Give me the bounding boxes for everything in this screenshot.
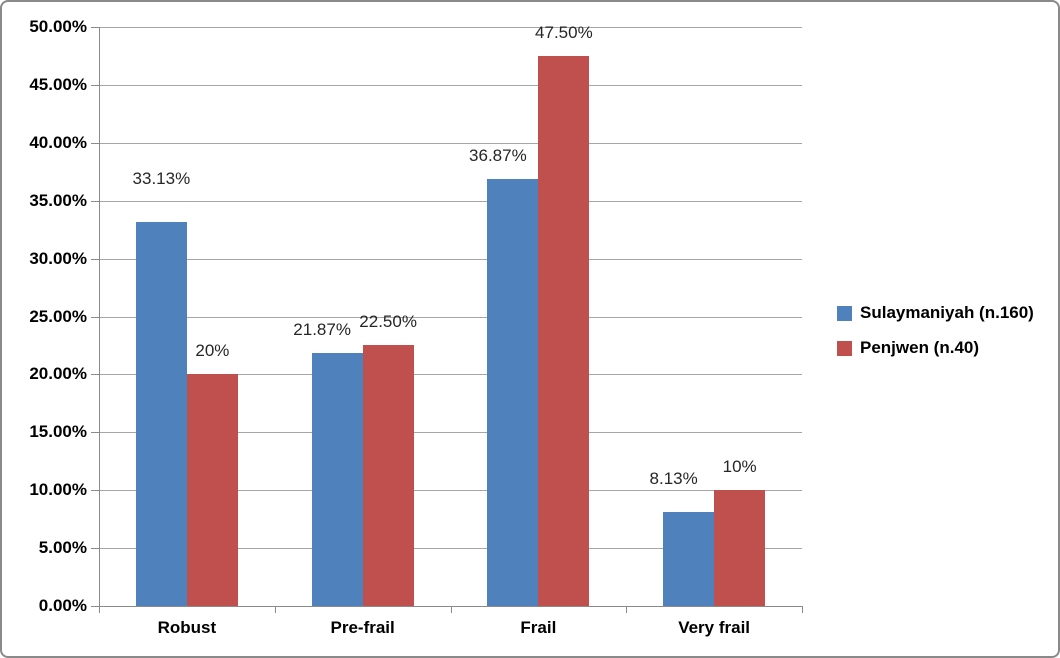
bar-sulaymaniyah-pre-frail [311,352,363,606]
category-label: Very frail [678,618,751,637]
y-axis-tick [91,84,99,86]
category-label: Frail [520,618,557,637]
y-tick-label: 25.00% [29,306,87,326]
data-label: 20% [195,341,230,361]
gridline [99,374,802,376]
y-tick-label: 35.00% [29,190,87,210]
y-tick-label: 30.00% [29,248,87,268]
bar-penjwen-very-frail [714,490,766,606]
y-axis-tick [91,490,99,492]
gridline [99,258,802,260]
data-label: 10% [722,457,757,477]
y-tick-label: 10.00% [29,480,87,500]
bar-sulaymaniyah-robust [135,222,187,606]
y-axis-tick [91,142,99,144]
y-axis-tick [91,374,99,376]
data-label: 36.87% [469,146,527,166]
legend-item: Sulaymaniyah (n.160) [837,303,1034,323]
y-axis-tick [91,606,99,607]
y-tick-label: 50.00% [29,17,87,36]
data-label: 8.13% [649,468,698,488]
x-axis-tick [802,606,803,613]
y-tick-label: 15.00% [29,422,87,442]
category-label: Pre-frail [330,618,395,637]
data-label: 33.13% [132,169,191,189]
bar-penjwen-frail [538,55,590,606]
x-axis-tick [626,606,628,613]
bar-penjwen-pre-frail [362,345,414,606]
y-tick-label: 5.00% [38,538,87,558]
y-axis-tick [91,200,99,202]
x-axis-tick [274,606,276,613]
gridline [99,548,802,550]
gridline [99,490,802,492]
gridline [99,84,802,86]
y-axis-tick [91,258,99,260]
y-tick-label: 45.00% [29,74,87,94]
y-tick-label: 0.00% [38,596,87,615]
gridline [99,200,802,202]
data-label: 21.87% [293,319,351,339]
gridline [99,316,802,318]
y-axis-tick [91,432,99,434]
y-axis-tick [91,27,99,28]
gridline [99,432,802,434]
legend-label: Penjwen (n.40) [860,338,980,357]
data-label: 47.50% [535,22,593,42]
y-axis-tick [91,316,99,318]
legend-swatch-icon [837,305,852,321]
x-axis-tick [450,606,452,613]
legend-label: Sulaymaniyah (n.160) [860,303,1034,322]
y-tick-label: 40.00% [29,132,87,152]
gridline [99,142,802,144]
bar-sulaymaniyah-frail [487,179,539,606]
data-label: 22.50% [359,312,417,332]
legend-swatch-icon [837,340,852,356]
bar-penjwen-robust [186,374,238,606]
y-axis-tick [91,548,99,550]
y-axis-line [99,27,100,606]
bar-sulaymaniyah-very-frail [663,511,715,606]
category-label: Robust [157,618,217,637]
legend-item: Penjwen (n.40) [837,338,979,358]
y-tick-label: 20.00% [29,364,87,384]
gridline [99,27,802,28]
x-axis-tick [99,606,100,613]
